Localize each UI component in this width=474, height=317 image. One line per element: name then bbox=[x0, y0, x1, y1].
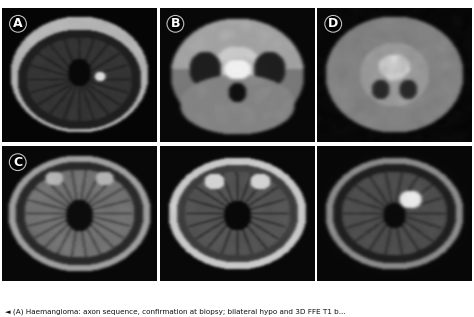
Text: A: A bbox=[13, 17, 23, 30]
Text: ◄ (A) Haemangioma: axon sequence, confirmation at biopsy; bilateral hypo and 3D : ◄ (A) Haemangioma: axon sequence, confir… bbox=[5, 309, 345, 315]
Text: C: C bbox=[13, 156, 22, 169]
Text: B: B bbox=[171, 17, 180, 30]
Text: D: D bbox=[328, 17, 338, 30]
